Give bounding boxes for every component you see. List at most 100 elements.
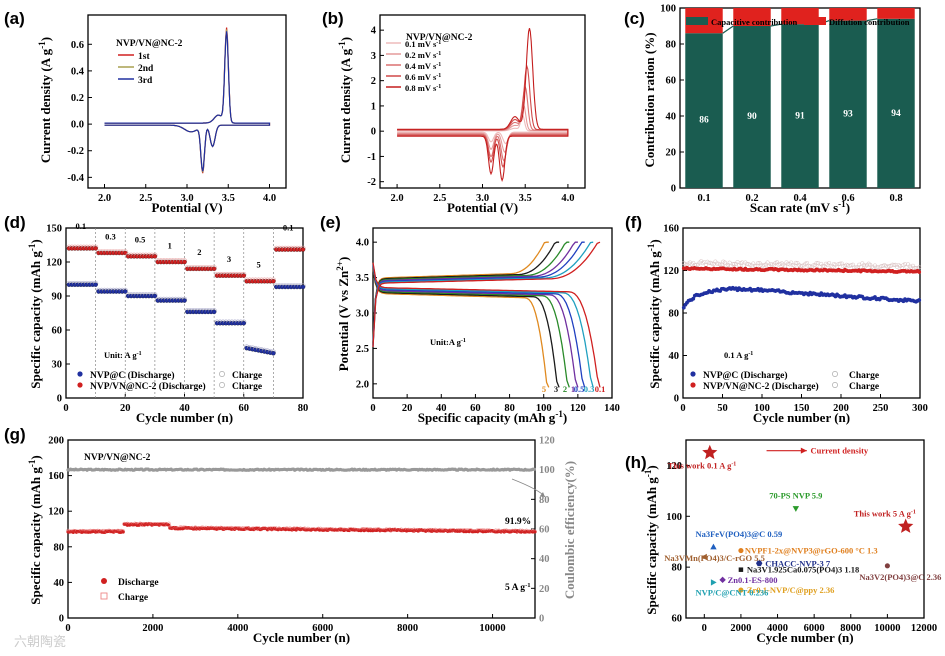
x-tick-label: 12000 [911,623,937,634]
series-line [397,85,569,162]
data-point [211,266,217,272]
legend-label: 0.4 mV s-1 [405,61,441,71]
panel: 0 50 100 150 200 250 300 0 40 80 120 160 0.1 A g-1 NV… [663,224,928,415]
series-line [104,27,271,174]
x-tick-label: 100 [536,403,552,414]
bar-capacitive [733,26,771,188]
y-axis-label: Specific capacity (mAh g-1) [27,455,43,604]
x-tick-label: 0 [65,623,70,634]
x-tick-label: 0.8 [889,193,902,204]
x-axis-label: Specific capacity (mAh g-1) [418,409,567,425]
y-tick-label: 200 [48,436,64,447]
bar-diffusion [733,8,771,26]
y-tick-label: 150 [46,224,62,235]
arrow-head [800,447,807,454]
discharge-curve [372,266,570,388]
data-point [271,351,276,356]
legend-marker [690,371,696,377]
x-tick-label: 4.0 [561,193,574,204]
discharge-curve [372,262,601,388]
curve-end-label: 3 [554,384,558,394]
legend-label: 0.8 mV s-1 [405,83,441,93]
y-tick-label: 120 [663,266,679,277]
x-tick-label: 250 [873,403,889,414]
data-point [710,579,717,586]
charge-curve [372,241,578,345]
retention-label: 91.9% [505,517,531,527]
chart-title: NVP/VN@NC-2 [406,33,473,43]
legend-label: 3rd [138,76,153,86]
y-tick-label: 20 [666,148,677,159]
y-tick-label: 120 [48,507,64,518]
discharge-curve [372,268,550,388]
data-point [93,246,98,251]
data-point [123,289,128,294]
data-point [710,543,717,550]
x-tick-label: 60 [239,403,250,414]
x-tick-label: 0.1 [697,193,710,204]
data-point [730,261,735,267]
point-label: NVP/C@CNT 0.236 [695,587,768,597]
rate-label: 1 [168,240,172,250]
y-tick-label: 40 [666,112,677,123]
panel: 0 2000 4000 6000 8000 10000 120006080100120Thi… [664,439,941,634]
y-tick-label: 90 [52,292,63,303]
y2-tick-label: 100 [539,465,555,476]
charge-curve [372,241,594,347]
bar-value-label: 91 [795,111,805,121]
data-point [271,279,276,284]
data-point [121,530,125,534]
charge-curve [372,241,601,348]
panel-label-e: (e) [320,213,341,232]
x-tick-label: 0 [680,403,685,414]
panel-label-a: (a) [4,9,25,28]
rate-label: 0.1 A g-1 [724,350,753,360]
data-point [756,261,761,266]
data-point [702,444,718,460]
plot-frame [685,439,925,619]
x-tick-label: 0.2 [745,193,758,204]
connector-line [770,23,782,27]
data-point [182,259,187,265]
x-tick-label: 2.0 [98,193,111,204]
y-tick-label: 3.0 [356,309,369,320]
data-point [917,298,922,302]
y-tick-label: 3 [371,51,376,62]
curve-end-label: 0.5 [574,384,585,394]
data-point [732,261,737,266]
legend-label: NVP/VN@NC-2 (Discharge) [703,381,819,392]
data-point [533,530,537,534]
bar-capacitive [781,24,819,189]
legend-label: Capacitive contribution [711,17,797,27]
discharge-curve [372,263,594,388]
y-tick-label: 0.4 [71,66,85,77]
y-axis-label: Specific capacity (mAh g-1) [643,465,659,614]
legend-label: NVP@C (Discharge) [90,370,175,381]
discharge-curve [372,267,560,388]
x-tick-label: 2.5 [433,193,446,204]
curve-end-label: 0.3 [584,384,595,394]
series-line [104,31,271,172]
y-tick-label: 160 [663,224,679,235]
watermark-text: 六朝陶瓷 [14,634,66,649]
data-point [792,506,800,512]
legend-marker [219,382,225,388]
legend-label: NVP/VN@NC-2 (Discharge) [90,381,206,392]
y2-tick-label: 40 [539,554,550,565]
rate-label: 2 [197,247,201,257]
plot-frame [372,227,613,399]
legend-label: Charge [118,593,148,603]
data-point [738,567,744,572]
x-tick-label: 4000 [767,623,788,634]
data-point [891,262,896,267]
legend-marker [101,578,107,584]
point-label: NVPF1-2x@NVP3@rGO-600 °C 1.3 [745,546,878,556]
y2-axis-label: Coulombic efficiency(%) [562,461,577,599]
y-tick-label: 0 [57,394,62,405]
data-point [902,262,908,267]
y-tick-label: 1 [371,101,376,112]
panel-label-g: (g) [4,425,26,444]
data-point [691,296,696,301]
y-tick-label: -0.4 [67,173,84,184]
